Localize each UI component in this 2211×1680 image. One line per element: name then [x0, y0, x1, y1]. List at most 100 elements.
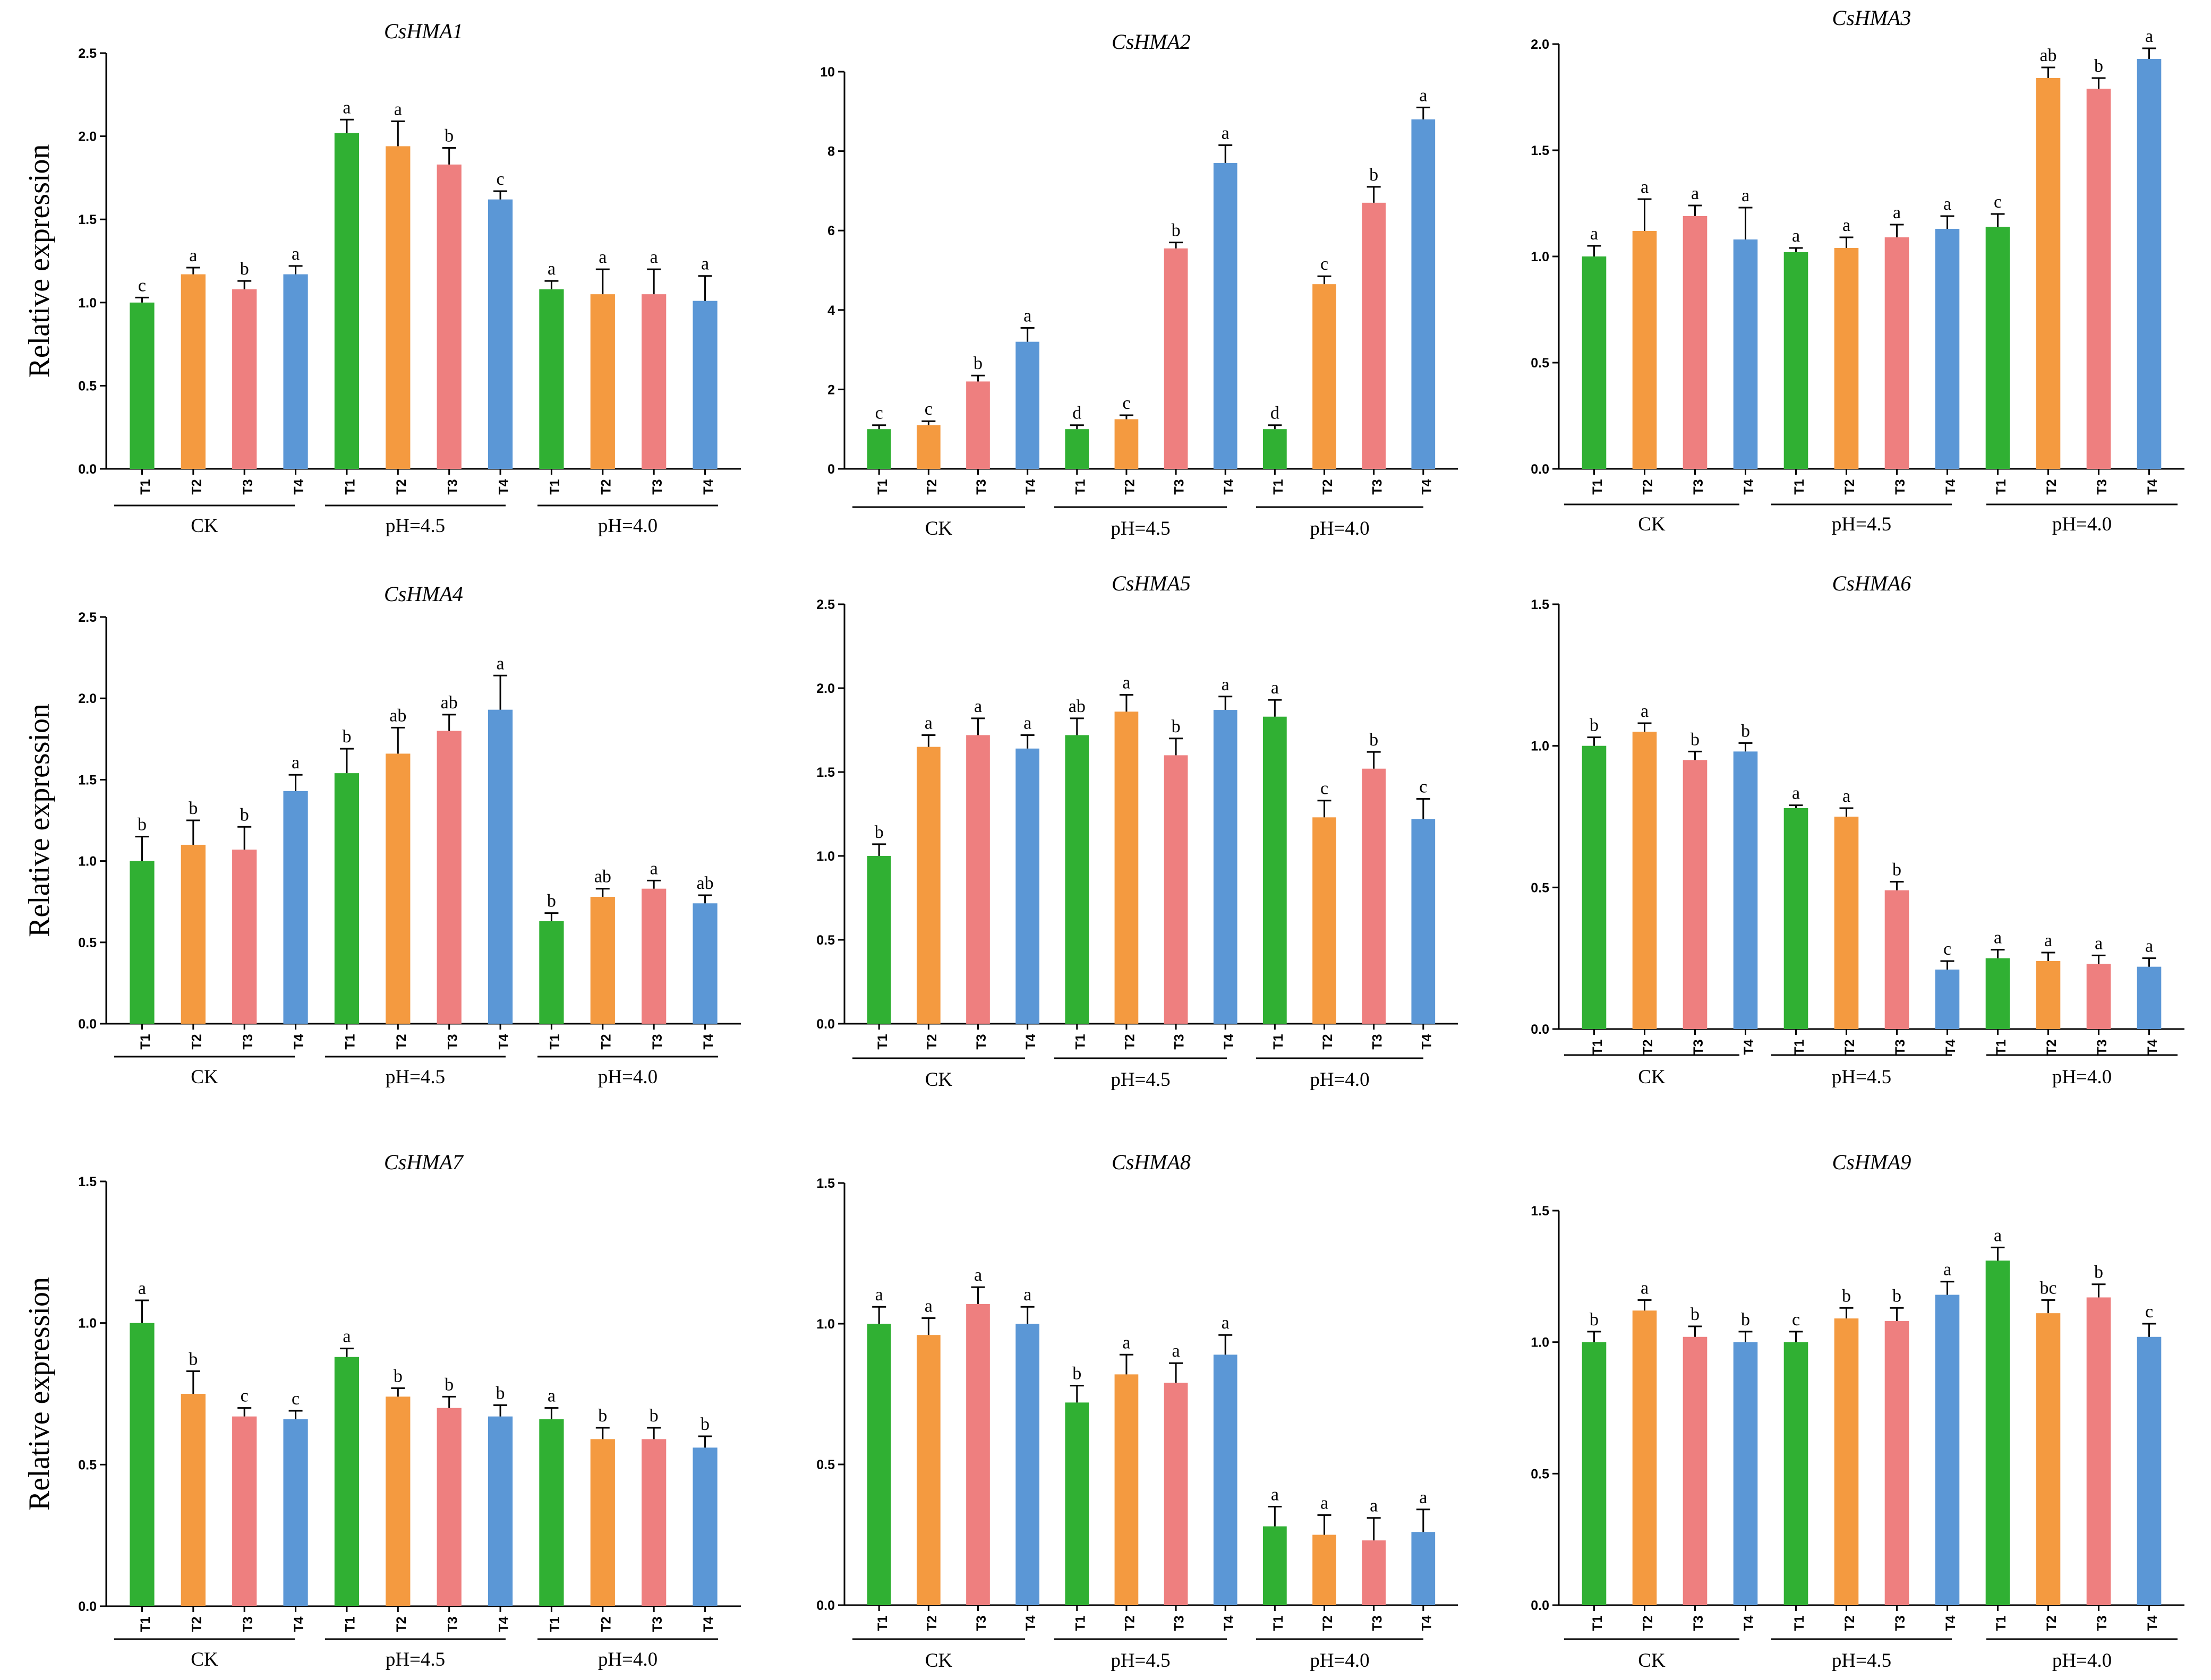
- significance-label: a: [2095, 933, 2103, 953]
- chart-cshma6: CsHMA6 0.0 0.5 1.0 1.5 b T1 a T2 b T3 b T4 a T1 a T2 b T3 c…: [1531, 571, 2184, 1088]
- x-tick-label: T2: [599, 479, 613, 494]
- significance-label: b: [547, 892, 556, 911]
- bar-t2: [386, 1396, 411, 1606]
- group-label: pH=4.5: [1111, 1069, 1170, 1091]
- chart-cshma9: CsHMA9 0.0 0.5 1.0 1.5 b T1 a T2 b T3 b T4 c T1 b T2 b T3 a…: [1531, 1150, 2184, 1672]
- x-tick-label: T4: [701, 1616, 716, 1632]
- significance-label: b: [189, 1349, 198, 1369]
- significance-label: a: [548, 259, 556, 279]
- y-tick-label: 1.0: [78, 296, 97, 311]
- x-tick-label: T4: [497, 479, 511, 494]
- significance-label: b: [1172, 221, 1181, 241]
- group-label: CK: [1638, 513, 1666, 535]
- bar-t2: [1632, 1310, 1657, 1605]
- x-tick-label: T3: [445, 479, 460, 494]
- x-tick-label: T2: [394, 1616, 409, 1632]
- significance-label: a: [1023, 713, 1031, 733]
- chart-title: CsHMA3: [1832, 6, 1911, 30]
- significance-label: a: [138, 1279, 146, 1298]
- x-tick-label: T3: [974, 1615, 989, 1631]
- chart-title: CsHMA7: [384, 1150, 464, 1174]
- bar-t3: [2086, 1297, 2111, 1605]
- x-tick-label: T4: [292, 1034, 306, 1049]
- significance-label: b: [650, 1406, 659, 1426]
- significance-label: a: [1023, 306, 1031, 325]
- x-tick-label: T3: [241, 1034, 255, 1049]
- x-tick-label: T3: [650, 1616, 665, 1632]
- bar-t1: [1582, 1342, 1607, 1605]
- x-tick-label: T3: [1370, 479, 1385, 494]
- significance-label: a: [1842, 786, 1850, 806]
- x-tick-label: T3: [2095, 1615, 2110, 1631]
- significance-label: b: [1741, 1310, 1750, 1330]
- bar-t3: [966, 1304, 990, 1605]
- x-tick-label: T4: [1023, 479, 1038, 494]
- y-tick-label: 0.5: [1531, 880, 1549, 895]
- bar-t3: [1362, 202, 1386, 469]
- significance-label: c: [1943, 939, 1951, 959]
- bar-t3: [1683, 216, 1708, 469]
- x-tick-label: T1: [138, 1616, 153, 1632]
- bar-t2: [2036, 961, 2061, 1029]
- group-label: pH=4.5: [1832, 1066, 1891, 1088]
- y-tick-label: 0.5: [78, 936, 97, 950]
- x-tick-label: T2: [1320, 1034, 1335, 1049]
- bar-t3: [232, 289, 257, 469]
- significance-label: a: [1641, 177, 1649, 197]
- significance-label: b: [1892, 860, 1901, 880]
- bar-t2: [916, 1335, 941, 1605]
- x-tick-label: T3: [974, 479, 989, 494]
- x-tick-label: T4: [1742, 479, 1756, 494]
- bar-t1: [539, 1419, 564, 1606]
- chart-cshma7: CsHMA7 Relative expression 0.0 0.5 1.0 1.5 a T1…: [23, 1150, 741, 1670]
- x-tick-label: T1: [1073, 1615, 1088, 1631]
- bar-t3: [1362, 1540, 1386, 1605]
- x-tick-label: T4: [292, 479, 306, 494]
- x-tick-label: T4: [1419, 1034, 1434, 1049]
- bar-t1: [130, 861, 155, 1024]
- x-tick-label: T1: [1792, 1039, 1807, 1055]
- significance-label: b: [1369, 730, 1378, 750]
- x-tick-label: T1: [343, 1616, 358, 1632]
- y-tick-label: 0.0: [78, 1017, 97, 1032]
- bar-t4: [283, 791, 308, 1024]
- x-tick-label: T3: [1691, 479, 1706, 494]
- group-label: CK: [191, 515, 218, 537]
- bar-t1: [1582, 745, 1607, 1029]
- x-tick-label: T3: [974, 1034, 989, 1049]
- significance-label: b: [974, 354, 983, 373]
- x-tick-label: T3: [1172, 1615, 1187, 1631]
- x-tick-label: T3: [1691, 1039, 1706, 1055]
- y-tick-label: 1.5: [1531, 1204, 1549, 1219]
- x-tick-label: T2: [1123, 479, 1138, 494]
- bar-t4: [283, 274, 308, 469]
- bar-t2: [181, 1394, 206, 1606]
- group-label: CK: [1638, 1650, 1666, 1672]
- y-tick-label: 0.0: [816, 1017, 835, 1032]
- significance-label: a: [1842, 216, 1850, 235]
- bar-t1: [334, 773, 360, 1024]
- bar-t3: [966, 735, 990, 1024]
- x-tick-label: T1: [138, 1034, 153, 1049]
- y-tick-label: 1.5: [78, 212, 97, 227]
- bar-t2: [386, 146, 411, 469]
- significance-label: c: [138, 276, 146, 295]
- significance-label: bc: [2039, 1278, 2056, 1298]
- significance-label: ab: [696, 873, 713, 893]
- x-tick-label: T1: [1590, 1039, 1605, 1055]
- significance-label: ab: [441, 693, 458, 713]
- x-tick-label: T1: [1590, 1615, 1605, 1631]
- x-tick-label: T3: [445, 1034, 460, 1049]
- bar-t1: [1263, 716, 1287, 1024]
- bar-t3: [437, 1408, 462, 1606]
- chart-cshma1: CsHMA1 Relative expression 0.0 0.5 1.0 1.5 2.0…: [23, 19, 741, 537]
- y-tick-label: 8: [827, 144, 835, 159]
- bar-t4: [283, 1419, 308, 1606]
- x-tick-label: T2: [1641, 1615, 1655, 1631]
- x-tick-label: T4: [1222, 479, 1236, 494]
- chart-cshma4: CsHMA4 Relative expression 0.0 0.5 1.0 1.5 2.0…: [23, 582, 741, 1088]
- significance-label: b: [2094, 56, 2103, 76]
- bar-t4: [1213, 710, 1237, 1024]
- group-label: CK: [1638, 1066, 1666, 1088]
- significance-label: a: [1994, 1225, 2002, 1245]
